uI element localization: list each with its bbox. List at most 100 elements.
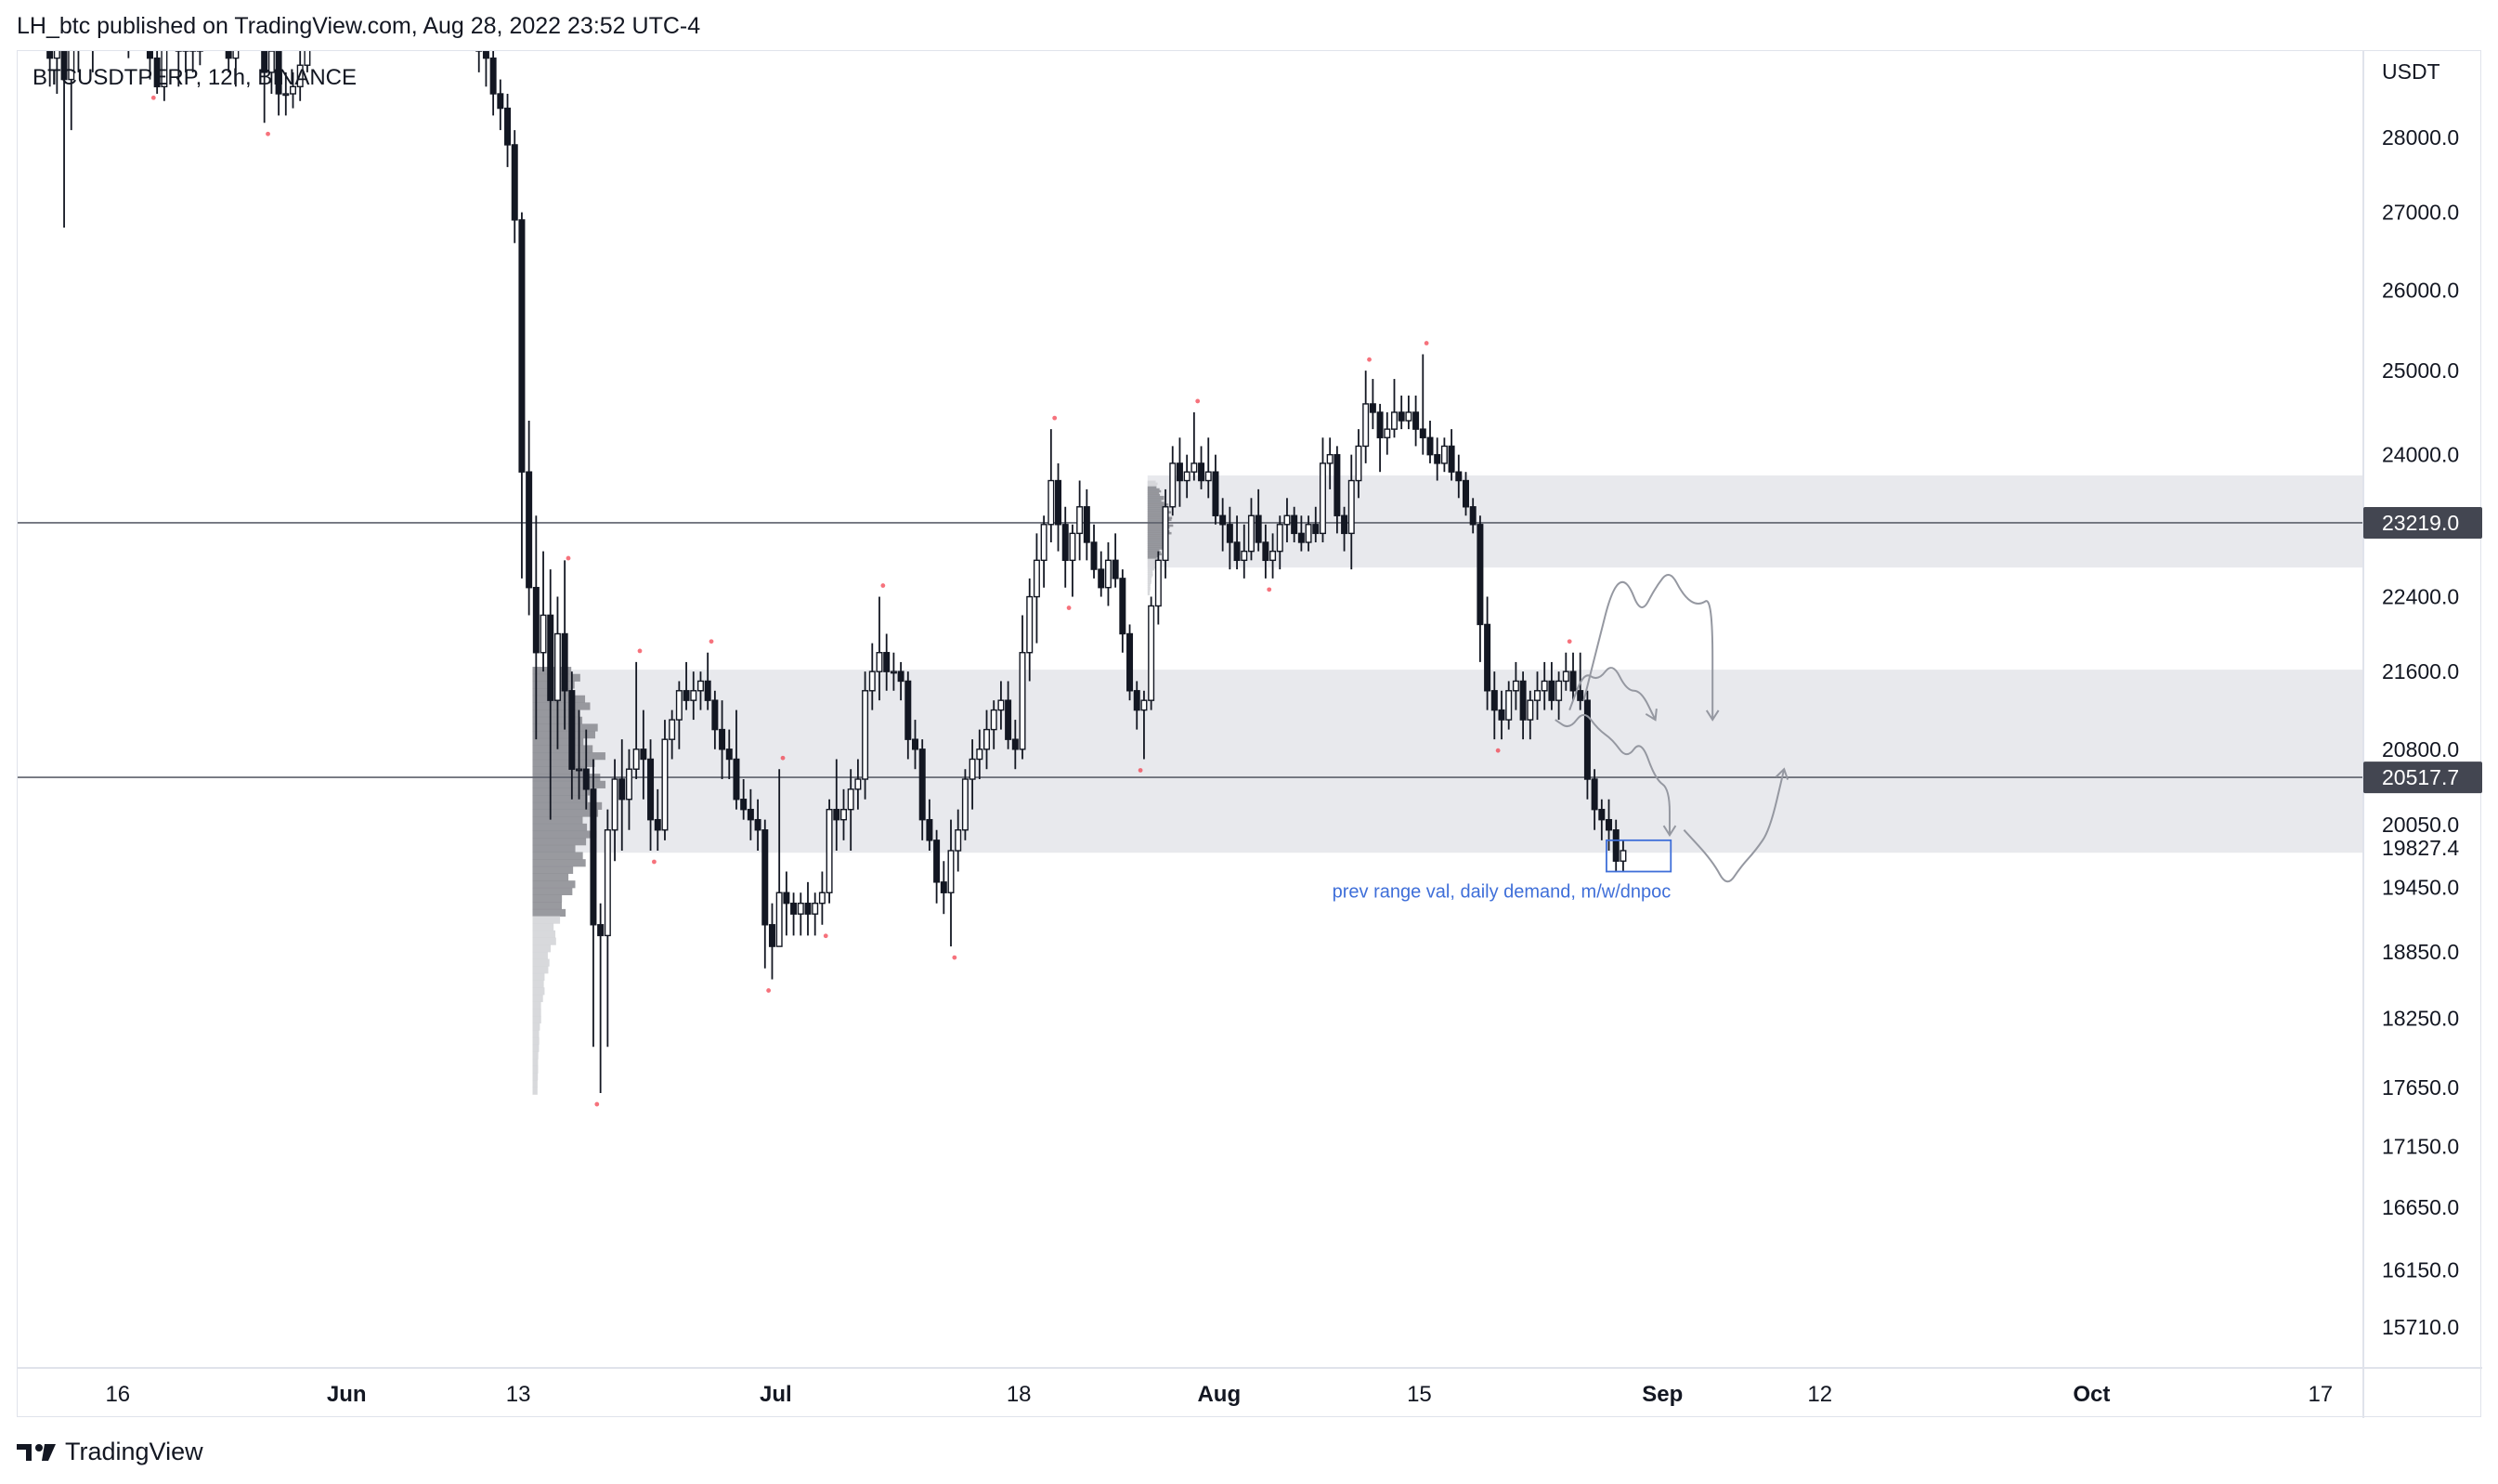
candle-body-down xyxy=(1090,541,1098,570)
candle-body-up xyxy=(1326,453,1334,464)
candle-body-down xyxy=(747,808,754,821)
volume-profile-0-bar xyxy=(532,745,593,753)
candle-body-up xyxy=(611,778,618,831)
candle-body-down xyxy=(1569,670,1577,692)
volume-profile-1-bar xyxy=(1147,491,1160,495)
pivot-dot xyxy=(652,859,657,865)
volume-profile-1-bar xyxy=(1147,497,1164,501)
candle-body-down xyxy=(904,680,912,740)
candle-body-up xyxy=(296,64,304,87)
candle-body-up xyxy=(839,808,847,821)
volume-profile-1-bar xyxy=(1147,551,1162,553)
candle-body-down xyxy=(897,670,904,683)
pivot-dot xyxy=(1567,639,1572,644)
volume-profile-0-bar xyxy=(532,958,550,967)
volume-profile-1-bar xyxy=(1147,503,1169,506)
price-tick-label: 24000.0 xyxy=(2382,443,2459,467)
price-marker-label: 19827.4 xyxy=(2382,836,2459,860)
candle-body-up xyxy=(540,614,547,654)
candle-body-up xyxy=(1347,479,1355,535)
volume-profile-0-bar xyxy=(532,894,563,903)
volume-profile-0-bar xyxy=(532,766,587,775)
candle-body-up xyxy=(990,709,997,731)
candle-body-down xyxy=(918,749,926,821)
candle-body-down xyxy=(761,829,769,926)
time-tick-label: Jun xyxy=(327,1382,367,1407)
candle-body-up xyxy=(1169,462,1177,508)
volume-profile-1-bar xyxy=(1147,556,1157,560)
pivot-dot xyxy=(880,583,886,588)
pivot-dot xyxy=(823,933,828,939)
candle-body-up xyxy=(1534,690,1542,701)
candle-body-down xyxy=(1061,524,1069,562)
pivot-dot xyxy=(1424,341,1429,345)
time-tick-label: 16 xyxy=(105,1382,130,1407)
volume-profile-0-bar xyxy=(532,702,591,710)
candle-body-down xyxy=(1469,506,1477,526)
volume-profile-1-bar xyxy=(1147,574,1153,577)
candle-body-down xyxy=(1291,514,1298,535)
volume-profile-0-bar xyxy=(532,902,562,910)
time-tick-label: Sep xyxy=(1642,1382,1683,1407)
candle-body-up xyxy=(947,850,955,893)
candle-body-down xyxy=(1462,479,1469,508)
pivot-dot xyxy=(1195,398,1201,404)
volume-profile-0-bar xyxy=(532,1044,540,1052)
candle-body-up xyxy=(1505,690,1513,721)
tradingview-logo-icon xyxy=(17,1443,56,1461)
price-badge-label: 20517.7 xyxy=(2382,765,2459,789)
volume-profile-1-bar xyxy=(1147,592,1151,596)
candlestick-chart[interactable]: prev range val, daily demand, m/w/dnpoc U… xyxy=(18,51,2482,1418)
volume-profile-0-bar xyxy=(532,937,556,945)
symbol-info[interactable]: BTCUSDTPERP, 12h, BINANCE xyxy=(33,65,357,90)
candle-body-down xyxy=(1334,453,1341,516)
candles-group xyxy=(46,51,1627,1094)
candle-body-down xyxy=(1477,524,1484,626)
candle-body-down xyxy=(275,51,282,95)
candle-body-down xyxy=(1577,690,1584,701)
candle-body-up xyxy=(632,749,640,770)
volume-profile-1-bar xyxy=(1147,495,1164,499)
candle-body-up xyxy=(289,85,296,95)
volume-profile-1-bar xyxy=(1147,488,1160,491)
volume-profile-0-bar xyxy=(532,731,596,739)
candle-body-up xyxy=(1033,559,1040,598)
pivot-dot xyxy=(952,955,957,960)
candle-body-down xyxy=(1606,818,1613,831)
candle-body-down xyxy=(1612,829,1620,862)
candle-body-down xyxy=(790,902,798,915)
forecast-arrowhead-0 xyxy=(1705,709,1720,722)
volume-profile-1-bar xyxy=(1147,567,1154,571)
volume-profile-1-bar xyxy=(1147,554,1159,558)
demand-zone-box xyxy=(1606,839,1672,873)
candle-body-down xyxy=(46,51,54,59)
price-tick-label: 20050.0 xyxy=(2382,813,2459,837)
candle-body-down xyxy=(1548,680,1555,701)
volume-profile-1-bar xyxy=(1147,562,1155,566)
volume-profile-1-bar xyxy=(1147,591,1151,594)
candle-body-up xyxy=(1362,403,1370,448)
candle-body-down xyxy=(497,93,504,110)
chart-panel[interactable]: prev range val, daily demand, m/w/dnpoc U… xyxy=(17,50,2482,1418)
candle-body-up xyxy=(1069,532,1076,562)
candle-body-up xyxy=(818,892,826,905)
time-tick-label: Oct xyxy=(2073,1382,2110,1407)
candle-body-down xyxy=(526,471,533,589)
tradingview-footer[interactable]: TradingView xyxy=(17,1438,203,1466)
volume-profile-0-bar xyxy=(532,1009,541,1017)
price-tick-label: 17150.0 xyxy=(2382,1134,2459,1158)
price-tick-label: 18250.0 xyxy=(2382,1007,2459,1031)
volume-profile-1-bar xyxy=(1147,501,1164,504)
volume-profile-0-bar xyxy=(532,709,580,718)
candle-body-up xyxy=(826,808,833,893)
price-tick-label: 22400.0 xyxy=(2382,585,2459,609)
candle-body-down xyxy=(1583,699,1591,780)
candle-body-down xyxy=(933,840,941,883)
forecast-arrowhead-2 xyxy=(1662,825,1677,838)
volume-profile-1-bar xyxy=(1147,509,1169,512)
volume-profile-0-bar xyxy=(532,866,574,875)
pivot-dot xyxy=(637,648,643,654)
candle-body-up xyxy=(1541,680,1548,692)
candle-body-down xyxy=(590,788,597,926)
candle-body-up xyxy=(976,749,983,761)
